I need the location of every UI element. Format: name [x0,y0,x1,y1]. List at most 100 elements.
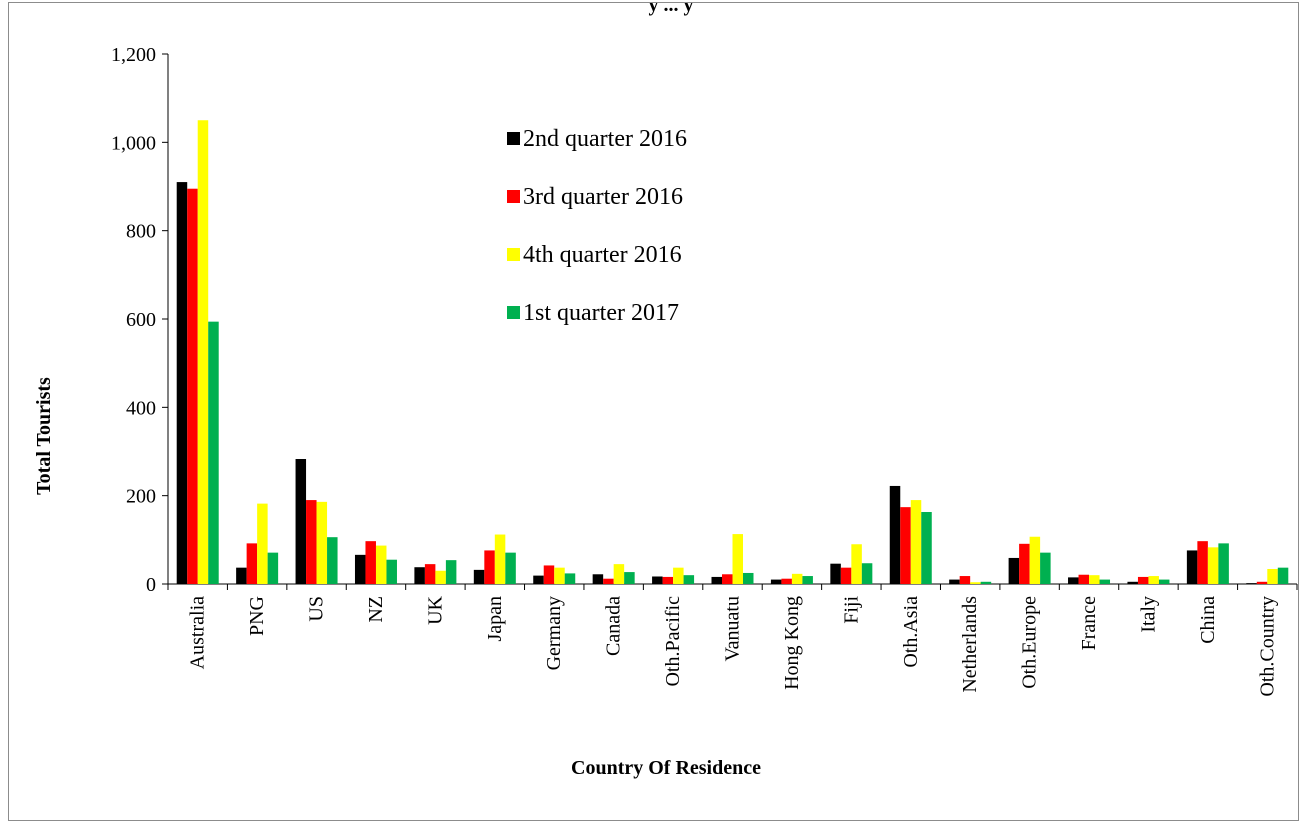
legend-swatch [507,248,520,261]
bar [1008,557,1020,584]
bar [722,574,733,584]
bar [386,559,397,584]
bar [1256,581,1268,584]
bar [603,578,614,584]
bar [1127,581,1138,584]
y-tick-label: 1,200 [111,44,156,66]
bar [732,534,743,584]
bar [435,570,446,584]
x-tick-label: China [1197,596,1219,644]
legend-swatch [507,306,520,319]
bar [316,501,328,584]
x-tick-label: Oth.Country [1256,596,1278,697]
y-tick-label: 200 [126,486,156,508]
bar [1267,568,1278,584]
bar [246,543,258,584]
bar [683,575,695,584]
bar [652,576,663,584]
bar [257,503,268,584]
bar [375,545,387,584]
y-axis: 0 200 400 600 800 1,000 1,200 [111,44,169,596]
x-tick-label: Vanuatu [722,596,744,662]
y-tick-label: 0 [146,574,156,596]
bar [840,567,852,584]
x-axis [167,583,1298,590]
bar [959,576,971,584]
bar [1068,577,1079,585]
y-tick-label: 600 [126,309,156,331]
bar [673,567,684,584]
bar [1089,575,1100,584]
bar [980,581,992,584]
bar-chart: y ... y 0 200 400 600 800 1,000 1,200 Australi… [33,3,1298,779]
legend-swatch [507,132,520,145]
bar [830,563,841,584]
bar [494,534,506,584]
x-tick-label: Oth.Pacific [662,596,684,687]
bar [1148,576,1159,584]
bar [267,552,279,584]
bar [564,573,576,584]
bar [592,574,604,584]
bar [473,569,485,584]
bar [554,567,565,584]
bar [187,188,198,584]
bar [1207,547,1219,584]
x-tick-label: France [1078,596,1100,651]
bar [949,579,960,584]
bar [662,576,674,584]
bar [770,579,782,584]
bar [424,564,436,585]
bar [1277,567,1289,584]
bar [711,576,722,584]
x-tick-label: PNG [246,596,268,636]
legend-label: 4th quarter 2016 [523,242,682,268]
bar [743,572,754,584]
bar [900,507,911,584]
bar [1040,552,1051,584]
x-tick-label: Fiji [840,596,862,624]
bar [306,500,317,584]
legend-swatch [507,190,520,203]
bar [197,120,209,584]
bar [1019,543,1030,584]
bar [910,500,922,584]
bar [1158,579,1170,584]
bar [236,567,247,584]
x-tick-label: Canada [603,596,625,656]
x-axis-title: Country Of Residence [571,757,761,779]
chart-frame: y ... y 0 200 400 600 800 1,000 1,200 Australi… [8,2,1299,821]
bar [861,563,873,584]
bar [295,459,307,584]
bar [624,572,635,584]
bar [543,565,555,584]
bar [613,564,625,585]
bar [505,552,516,584]
bar [1078,574,1090,584]
x-tick-label: Oth.Asia [900,596,922,668]
x-tick-label: US [306,596,328,622]
legend-label: 1st quarter 2017 [523,300,679,326]
y-tick-label: 800 [126,221,156,243]
bar [791,573,803,584]
bar [354,554,366,584]
bar [802,576,813,584]
bar [1137,576,1149,584]
bar [533,575,544,584]
x-tick-label: Australia [187,596,209,669]
bar [208,321,219,584]
bar [1246,583,1257,584]
x-tick-label: NZ [365,596,387,623]
x-tick-label: Hong Kong [781,596,803,690]
bar [365,541,376,584]
x-tick-label: Italy [1137,596,1159,633]
bar [889,485,901,584]
bar [445,560,457,584]
bar [921,512,932,584]
legend-label: 3rd quarter 2016 [523,184,683,210]
x-tick-labels: Australia PNG US NZ UK Japan Germany Canada Oth.… [187,595,1279,696]
bar [1218,543,1229,584]
bar [414,567,425,584]
bar [781,578,792,584]
legend: 2nd quarter 2016 3rd quarter 2016 4th quar… [507,126,687,326]
